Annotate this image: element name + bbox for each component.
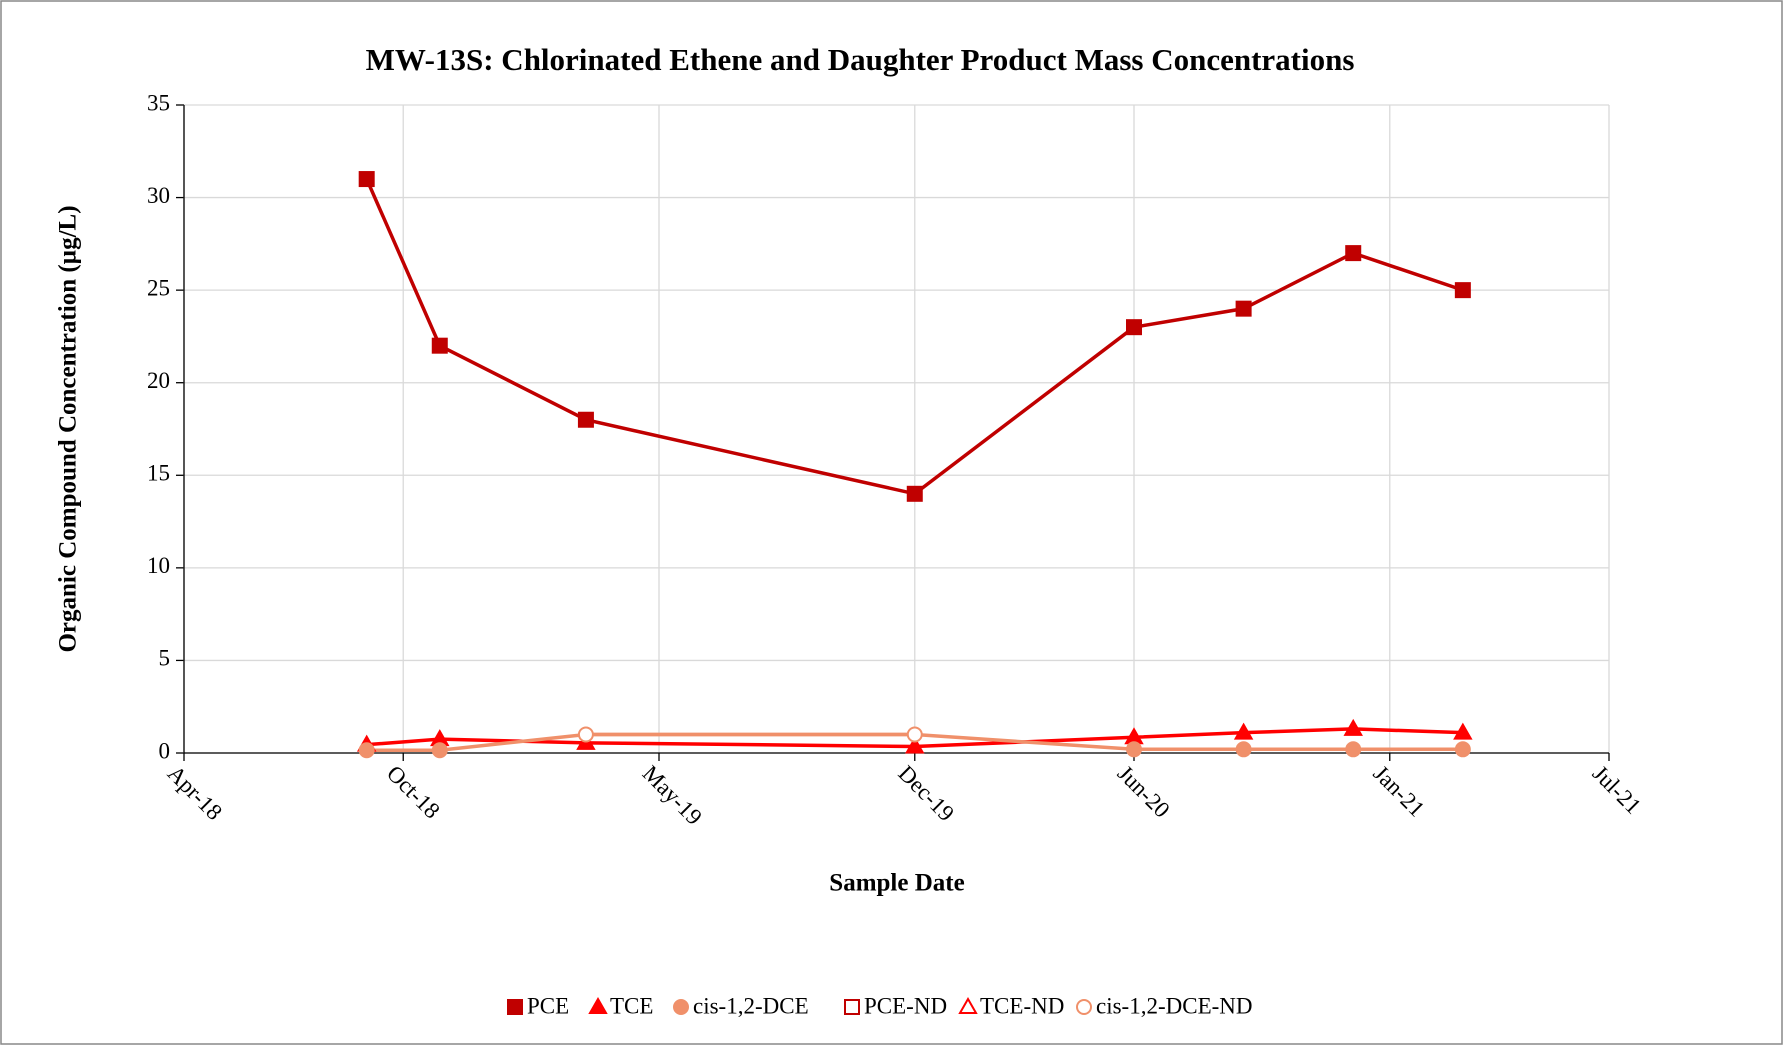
marker [358, 742, 375, 759]
series-line [365, 178, 1464, 496]
legend-label: TCE [610, 993, 653, 1018]
legend-label: cis-1,2-DCE-ND [1096, 993, 1253, 1018]
legend-label: cis-1,2-DCE [693, 993, 809, 1018]
marker [358, 171, 375, 188]
chart-title: MW-13S: Chlorinated Ethene and Daughter … [366, 42, 1355, 77]
legend-label: TCE-ND [980, 993, 1064, 1018]
marker [906, 726, 923, 743]
y-tick-label: 30 [147, 183, 170, 208]
marker [431, 337, 448, 354]
marker [431, 742, 448, 759]
marker [1454, 282, 1471, 299]
y-tick-label: 10 [147, 553, 170, 578]
y-tick-label: 35 [147, 90, 170, 115]
y-tick-label: 0 [159, 738, 171, 763]
marker [1235, 741, 1252, 758]
legend-marker [507, 999, 523, 1015]
marker [905, 736, 925, 754]
legend-label: PCE-ND [864, 993, 947, 1018]
marker [577, 726, 594, 743]
legend-marker [844, 999, 860, 1015]
legend-label: PCE [527, 993, 569, 1018]
marker [1454, 741, 1471, 758]
marker [1343, 718, 1363, 736]
marker [1126, 741, 1142, 758]
marker [1235, 300, 1252, 317]
legend-marker [673, 999, 689, 1015]
y-tick-label: 15 [147, 461, 170, 486]
x-axis-title: Sample Date [829, 870, 964, 897]
legend-marker [958, 996, 978, 1014]
marker [1453, 722, 1473, 740]
marker [577, 411, 594, 428]
y-tick-label: 20 [147, 368, 170, 393]
y-tick-label: 5 [159, 646, 171, 671]
y-axis-title: Organic Compound Concentration (µg/L) [55, 205, 82, 652]
marker [1345, 245, 1362, 262]
y-tick-label: 25 [147, 275, 170, 300]
marker [1126, 319, 1142, 336]
legend-marker [1076, 999, 1092, 1015]
marker [1345, 741, 1362, 758]
marker [1233, 722, 1254, 740]
marker [906, 485, 923, 502]
legend-marker [588, 996, 608, 1014]
series-line [366, 732, 1463, 752]
